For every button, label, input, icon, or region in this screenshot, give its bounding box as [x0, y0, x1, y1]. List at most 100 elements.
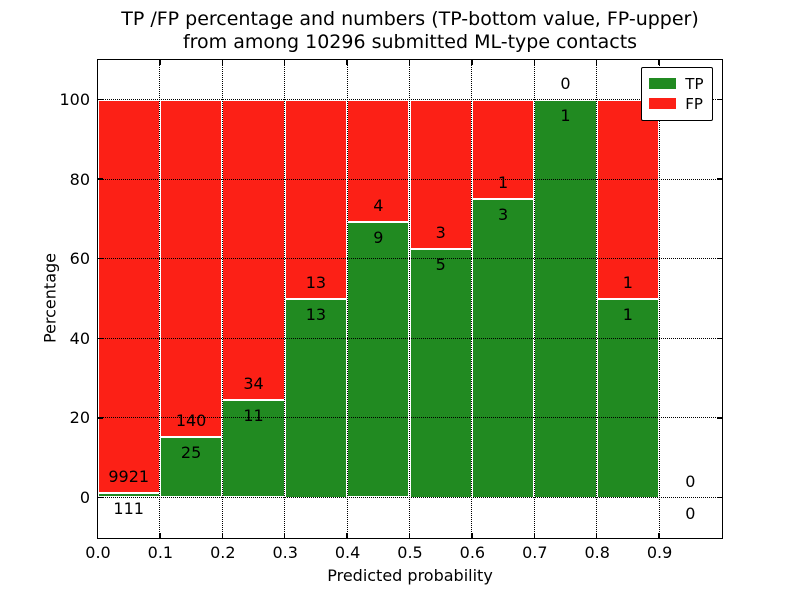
x-tick-label: 0.1 [147, 543, 174, 562]
fp-count-label: 1 [497, 173, 509, 192]
tp-count-label: 1 [560, 105, 571, 125]
tp-bar-segment [284, 298, 348, 498]
x-tick-mark [471, 532, 473, 538]
x-tick-mark [533, 59, 536, 65]
chart-title: TP /FP percentage and numbers (TP-bottom… [98, 8, 722, 54]
fp-count-label: 3 [435, 222, 446, 242]
legend-label-tp: TP [685, 74, 704, 93]
x-tick-mark [595, 59, 598, 65]
vertical-gridline [409, 59, 410, 538]
x-tick-label: 0.6 [459, 543, 486, 562]
tp-count-label: 5 [435, 254, 446, 274]
tp-count-label: 111 [113, 499, 144, 519]
fp-count-label: 1 [622, 272, 633, 292]
vertical-gridline [284, 59, 286, 538]
fp-count-label: 0 [560, 73, 571, 93]
plot-area: TP FP 9921 111 140 25 34 11 13 13 4 9 3 5 1 3 0 1 1 1 0 0 [96, 58, 723, 539]
vertical-gridline [346, 59, 348, 538]
y-tick-mark [97, 257, 103, 260]
fp-count-label: 140 [175, 411, 207, 431]
x-tick-mark [346, 532, 348, 538]
tp-count-label: 3 [497, 205, 509, 224]
tp-bar-segment [347, 221, 410, 498]
legend-entry-tp: TP [649, 74, 704, 93]
tp-color-swatch [649, 78, 677, 89]
fp-color-swatch [649, 98, 677, 109]
x-tick-mark [533, 532, 536, 538]
fp-count-label: 34 [243, 374, 264, 394]
vertical-gridline [159, 59, 161, 538]
fp-count-label: 13 [305, 272, 327, 292]
x-tick-mark [658, 532, 660, 538]
x-tick-label: 0.8 [584, 543, 610, 562]
vertical-gridline [471, 59, 473, 538]
y-tick-mark [716, 496, 722, 499]
x-tick-mark [408, 532, 411, 538]
vertical-gridline [596, 59, 598, 538]
fp-bar-segment [347, 99, 410, 222]
tp-bar-segment [97, 493, 160, 498]
x-tick-label: 0.4 [334, 543, 361, 562]
x-tick-mark [159, 532, 161, 538]
y-tick-mark [97, 337, 103, 340]
tp-bar-segment [471, 199, 535, 498]
x-tick-label: 0.9 [646, 543, 673, 562]
tp-count-label: 25 [180, 443, 202, 463]
y-tick-label: 80 [69, 169, 90, 189]
legend-label-fp: FP [685, 94, 703, 113]
tp-bar-segment [222, 400, 285, 498]
x-tick-mark [471, 59, 473, 65]
x-tick-mark [283, 59, 286, 65]
x-tick-label: 0.2 [210, 543, 236, 562]
y-tick-label: 100 [59, 90, 90, 109]
x-tick-mark [346, 59, 348, 65]
tp-count-label: 0 [685, 503, 696, 523]
fp-bar-segment [596, 99, 660, 299]
fp-bar-segment [471, 99, 535, 199]
tp-count-label: 13 [305, 304, 327, 324]
y-tick-mark [97, 98, 103, 101]
fp-count-label: 4 [373, 195, 384, 215]
y-tick-mark [716, 178, 722, 180]
x-axis-label: Predicted probability [327, 566, 493, 585]
y-tick-mark [97, 496, 103, 499]
fp-count-label: 9921 [108, 467, 150, 487]
chart-title-line1: TP /FP percentage and numbers (TP-bottom… [121, 8, 699, 30]
chart-title-line2: from among 10296 submitted ML-type conta… [182, 31, 638, 53]
legend-entry-fp: FP [649, 96, 703, 112]
x-tick-mark [658, 59, 660, 65]
x-tick-mark [221, 59, 224, 65]
x-tick-mark [408, 59, 411, 65]
fp-count-label: 0 [685, 471, 696, 491]
fp-bar-segment [222, 99, 285, 401]
tp-bar-segment [534, 99, 597, 498]
fp-bar-segment [409, 99, 472, 249]
fp-bar-segment [284, 99, 348, 299]
x-tick-mark [159, 59, 161, 65]
y-tick-label: 60 [69, 249, 90, 269]
tp-count-label: 1 [622, 304, 633, 324]
vertical-gridline [221, 59, 223, 538]
x-tick-mark [221, 532, 224, 538]
x-tick-label: 0.3 [272, 543, 298, 562]
y-tick-label: 20 [69, 408, 90, 428]
y-tick-mark [716, 257, 722, 260]
x-tick-label: 0.5 [397, 543, 423, 562]
tp-count-label: 11 [243, 406, 264, 426]
tp-bar-segment [159, 437, 223, 498]
x-tick-label: 0.0 [85, 543, 111, 562]
y-tick-label: 0 [79, 488, 90, 507]
y-tick-mark [97, 417, 103, 419]
y-tick-mark [716, 337, 722, 340]
y-tick-mark [716, 417, 722, 419]
y-tick-label: 40 [69, 328, 90, 348]
tp-count-label: 9 [373, 227, 384, 247]
vertical-gridline [533, 59, 535, 538]
tp-bar-segment [596, 298, 660, 498]
tp-bar-segment [409, 248, 472, 498]
x-tick-mark [283, 532, 286, 538]
vertical-gridline [658, 59, 660, 538]
fp-bar-segment [159, 99, 223, 438]
y-tick-mark [716, 98, 722, 101]
